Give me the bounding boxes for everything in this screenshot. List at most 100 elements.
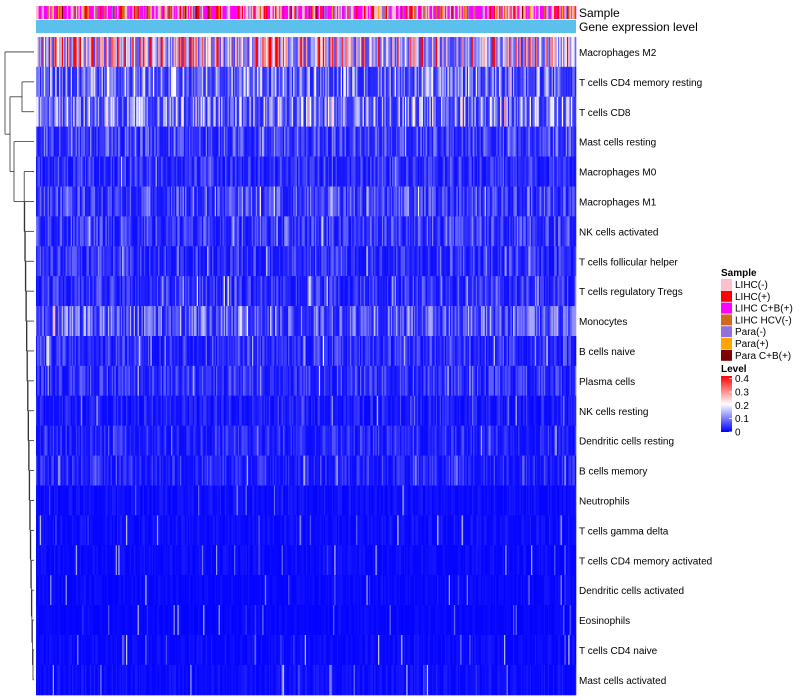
heatmap-cell	[357, 156, 360, 187]
heatmap-cell	[249, 306, 252, 337]
heatmap-cell	[453, 66, 456, 98]
heatmap-cell	[275, 156, 277, 187]
heatmap-cell	[150, 186, 153, 217]
heatmap-cell	[52, 276, 55, 307]
heatmap-cell	[297, 216, 299, 247]
heatmap-cell	[293, 186, 295, 217]
heatmap-cell	[421, 186, 424, 217]
heatmap-cell	[488, 186, 491, 217]
heatmap-cell	[324, 126, 326, 157]
heatmap-cell	[415, 66, 417, 98]
heatmap-cell	[146, 276, 149, 307]
heatmap-cell	[272, 216, 275, 247]
heatmap-cell	[352, 37, 354, 68]
heatmap-cell	[457, 186, 460, 217]
heatmap-cell	[68, 336, 70, 367]
heatmap-cell	[214, 276, 217, 307]
sample-annotation-cell	[299, 6, 302, 19]
heatmap-cell	[438, 156, 441, 187]
heatmap-cell	[68, 66, 70, 98]
heatmap-cell	[131, 246, 133, 277]
heatmap-cell	[327, 246, 330, 277]
heatmap-cell	[41, 66, 43, 98]
heatmap-cell	[412, 66, 415, 98]
heatmap-cell	[434, 306, 437, 337]
heatmap-cell	[370, 276, 372, 307]
heatmap-cell	[203, 276, 205, 307]
heatmap-cell	[69, 306, 72, 337]
heatmap-cell	[93, 126, 96, 157]
heatmap-cell	[561, 96, 564, 128]
heatmap-cell	[542, 156, 545, 187]
sample-annotation-cell	[561, 6, 564, 19]
heatmap-cell	[369, 96, 371, 128]
heatmap-cell	[538, 246, 541, 277]
heatmap-cell	[255, 306, 258, 337]
heatmap-cell	[573, 306, 576, 337]
heatmap-cell	[294, 306, 297, 337]
heatmap-cell	[138, 186, 141, 217]
heatmap-cell	[167, 306, 169, 337]
sample-annotation-cell	[222, 6, 225, 19]
heatmap-cell	[429, 246, 432, 277]
heatmap-cell	[255, 186, 258, 217]
heatmap-cell	[106, 96, 109, 128]
heatmap-cell	[226, 66, 228, 98]
heatmap-cell	[482, 186, 484, 217]
heatmap-cell	[336, 37, 339, 68]
heatmap-cell	[120, 96, 123, 128]
heatmap-cell	[434, 66, 437, 98]
heatmap-cell	[403, 156, 406, 187]
heatmap-cell	[165, 126, 168, 157]
heatmap-cell	[372, 96, 375, 128]
heatmap-cell	[186, 37, 189, 68]
heatmap-cell	[185, 246, 187, 277]
heatmap-cell	[505, 186, 507, 217]
heatmap-cell	[219, 186, 222, 217]
heatmap-cell	[412, 96, 415, 128]
heatmap-cell	[84, 156, 87, 187]
heatmap-cell	[131, 66, 133, 98]
heatmap-cell	[563, 186, 565, 217]
heatmap-cell	[340, 66, 343, 98]
heatmap-cell	[416, 216, 419, 247]
heatmap-cell	[37, 246, 39, 277]
sample-annotation-cell	[237, 6, 240, 19]
heatmap-cell	[138, 96, 141, 128]
sample-annotation-cell	[93, 6, 96, 19]
heatmap-cell	[329, 276, 331, 307]
heatmap-cell	[60, 246, 63, 277]
heatmap-cell	[537, 246, 540, 277]
heatmap-cell	[510, 126, 513, 157]
heatmap-cell	[73, 276, 75, 307]
sample-annotation-cell	[96, 6, 99, 19]
heatmap-cell	[365, 66, 367, 98]
heatmap-cell	[334, 186, 336, 217]
heatmap-cell	[82, 66, 84, 98]
heatmap-cell	[365, 186, 367, 217]
heatmap-cell	[492, 156, 495, 187]
sample-annotation-cell	[122, 6, 124, 19]
heatmap-cell	[402, 306, 405, 337]
heatmap-cell	[518, 216, 520, 247]
heatmap-cell	[250, 156, 253, 187]
heatmap-cell	[505, 37, 507, 68]
heatmap-cell	[561, 246, 564, 277]
sample-annotation-cell	[185, 6, 187, 19]
heatmap-cell	[363, 276, 366, 307]
heatmap-cell	[565, 37, 568, 68]
heatmap-cell	[371, 306, 374, 337]
heatmap-cell	[385, 66, 388, 98]
heatmap-cell	[307, 306, 309, 337]
heatmap-cell	[410, 246, 412, 277]
heatmap-cell	[531, 216, 533, 247]
heatmap-cell	[227, 306, 230, 337]
heatmap-cell	[342, 306, 344, 337]
heatmap-cell	[537, 186, 540, 217]
heatmap-cell	[131, 306, 133, 337]
heatmap-cell	[297, 186, 299, 217]
heatmap-cell	[529, 37, 532, 68]
heatmap-cell	[492, 186, 495, 217]
heatmap-cell	[496, 37, 498, 68]
heatmap-cell	[199, 66, 201, 98]
